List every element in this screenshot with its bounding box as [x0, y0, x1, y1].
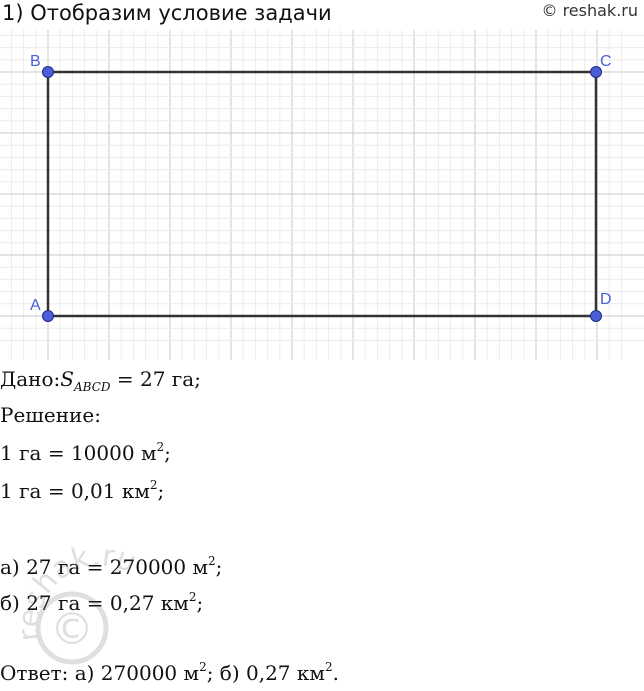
grid [0, 30, 644, 360]
solution-label: Решение: [0, 403, 101, 427]
area-subscript: ABCD [74, 380, 111, 394]
point-d [590, 310, 602, 322]
point-c [590, 66, 602, 78]
conversion-hectare-km2: 1 га = 0,01 км2; [0, 478, 165, 503]
point-a [42, 310, 54, 322]
given-line: Дано:SABCD = 27 га; [0, 366, 201, 394]
rectangle-figure: A B C D [0, 30, 644, 360]
copyright-notice: © reshak.ru [541, 1, 638, 20]
label-b: B [30, 53, 41, 70]
given-label: Дано: [0, 367, 61, 391]
point-b [42, 66, 54, 78]
final-answer: Ответ: а) 270000 м2; б) 0,27 км2. [0, 660, 339, 685]
area-symbol: S [60, 367, 74, 391]
given-value: = 27 га; [116, 367, 201, 391]
label-a: A [30, 297, 41, 314]
rectangle-abcd [46, 70, 598, 318]
answer-part-b: б) 27 га = 0,27 км2; [0, 590, 204, 615]
svg-text:©: © [50, 604, 94, 655]
vertices [42, 66, 602, 322]
watermark-logo: © reshak.ru [11, 539, 141, 665]
label-c: C [600, 53, 612, 70]
conversion-hectare-m2: 1 га = 10000 м2; [0, 440, 171, 465]
answer-part-a: а) 27 га = 270000 м2; [0, 554, 223, 579]
label-d: D [600, 291, 612, 308]
page-heading: 1) Отобразим условие задачи [2, 1, 332, 25]
